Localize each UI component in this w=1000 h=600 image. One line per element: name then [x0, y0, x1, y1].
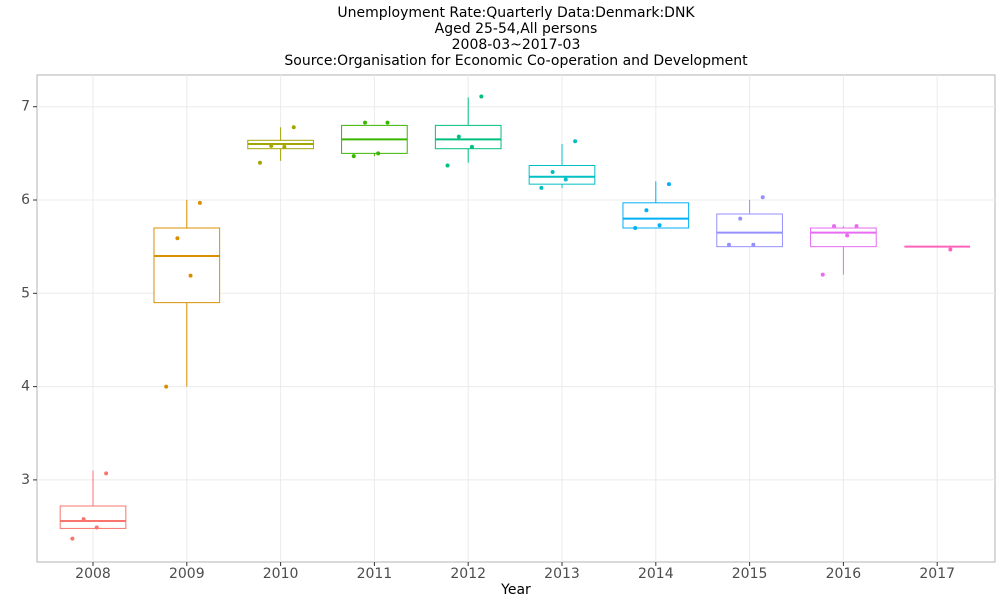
x-tick-label: 2010	[263, 566, 299, 582]
box	[810, 227, 877, 248]
box	[716, 213, 783, 248]
box	[59, 505, 127, 529]
y-tick-label: 4	[21, 379, 30, 395]
data-point	[820, 272, 825, 277]
data-point	[948, 247, 953, 252]
data-point	[70, 536, 75, 541]
data-point	[479, 94, 484, 99]
x-tick-label: 2009	[169, 566, 205, 582]
data-point	[363, 120, 368, 125]
y-tick-label: 3	[21, 472, 30, 488]
data-point	[845, 233, 850, 238]
data-point	[854, 224, 859, 229]
data-point	[644, 208, 649, 213]
box	[528, 164, 596, 185]
box	[434, 124, 502, 150]
data-point	[385, 120, 390, 125]
y-tick-label: 7	[21, 99, 30, 115]
data-point	[94, 525, 99, 530]
data-point	[269, 143, 274, 148]
x-tick-label: 2016	[826, 566, 862, 582]
x-tick-label: 2014	[638, 566, 674, 582]
data-point	[164, 384, 169, 389]
chart-subtitle: Source:Organisation for Economic Co-oper…	[284, 53, 748, 69]
x-tick-label: 2015	[732, 566, 768, 582]
y-tick-label: 6	[21, 192, 30, 208]
data-point	[573, 139, 578, 144]
data-point	[563, 177, 568, 182]
data-point	[666, 182, 671, 187]
data-point	[738, 216, 743, 221]
data-point	[539, 185, 544, 190]
data-point	[197, 200, 202, 205]
box	[153, 227, 221, 304]
data-point	[104, 471, 109, 476]
data-point	[282, 144, 287, 149]
y-tick-label: 5	[21, 285, 30, 301]
data-point	[175, 236, 180, 241]
x-tick-label: 2012	[450, 566, 486, 582]
plot-panel	[36, 74, 996, 563]
data-point	[445, 163, 450, 168]
data-point	[291, 125, 296, 130]
data-point	[633, 226, 638, 231]
data-point	[657, 223, 662, 228]
data-point	[257, 160, 262, 165]
chart-subtitle: Aged 25-54,All persons	[435, 21, 598, 37]
data-point	[376, 151, 381, 156]
box	[622, 202, 690, 229]
x-tick-label: 2008	[75, 566, 111, 582]
data-point	[351, 154, 356, 159]
data-point	[760, 195, 765, 200]
chart-subtitle: 2008-03~2017-03	[452, 37, 581, 53]
data-point	[550, 170, 555, 175]
x-tick-label: 2011	[357, 566, 393, 582]
data-point	[188, 273, 193, 278]
x-tick-label: 2013	[544, 566, 580, 582]
x-tick-label: 2017	[919, 566, 955, 582]
data-point	[726, 242, 731, 247]
x-axis-title: Year	[500, 582, 531, 598]
data-point	[751, 242, 756, 247]
chart-title: Unemployment Rate:Quarterly Data:Denmark…	[337, 5, 695, 21]
data-point	[469, 144, 474, 149]
data-point	[81, 517, 86, 522]
data-point	[456, 134, 461, 139]
data-point	[832, 224, 837, 229]
